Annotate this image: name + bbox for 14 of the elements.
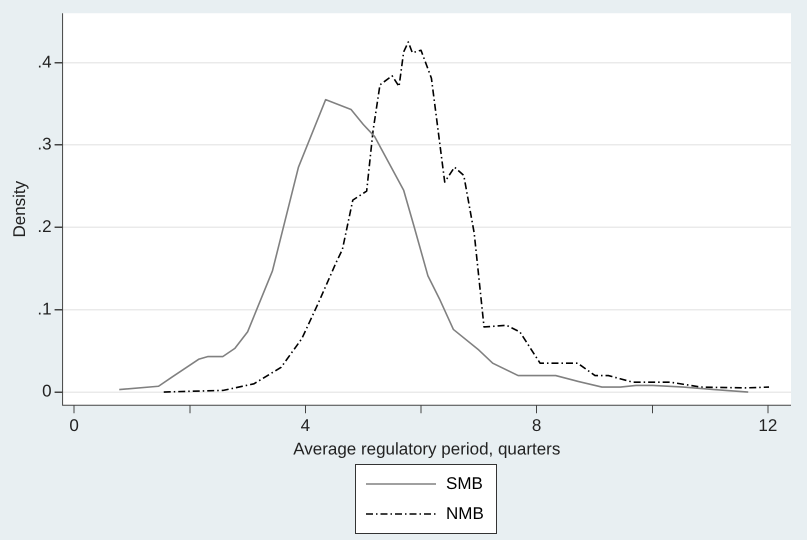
y-tick-label: .2 xyxy=(37,217,52,236)
y-tick-label: 0 xyxy=(42,382,52,401)
x-tick-label: 8 xyxy=(532,416,542,436)
y-axis-title: Density xyxy=(10,180,29,238)
line-series xyxy=(162,41,770,393)
x-tick-label: 4 xyxy=(300,416,310,436)
y-tick-label: .1 xyxy=(37,299,52,318)
x-tick-label: 0 xyxy=(69,416,79,436)
y-tick-label: .3 xyxy=(37,134,52,154)
x-tick-label: 12 xyxy=(758,416,778,436)
legend-label: SMB xyxy=(446,474,483,494)
y-tick-label: .4 xyxy=(37,52,52,72)
legend-label: NMB xyxy=(446,504,484,524)
x-axis-title: Average regulatory period, quarters xyxy=(293,439,560,458)
